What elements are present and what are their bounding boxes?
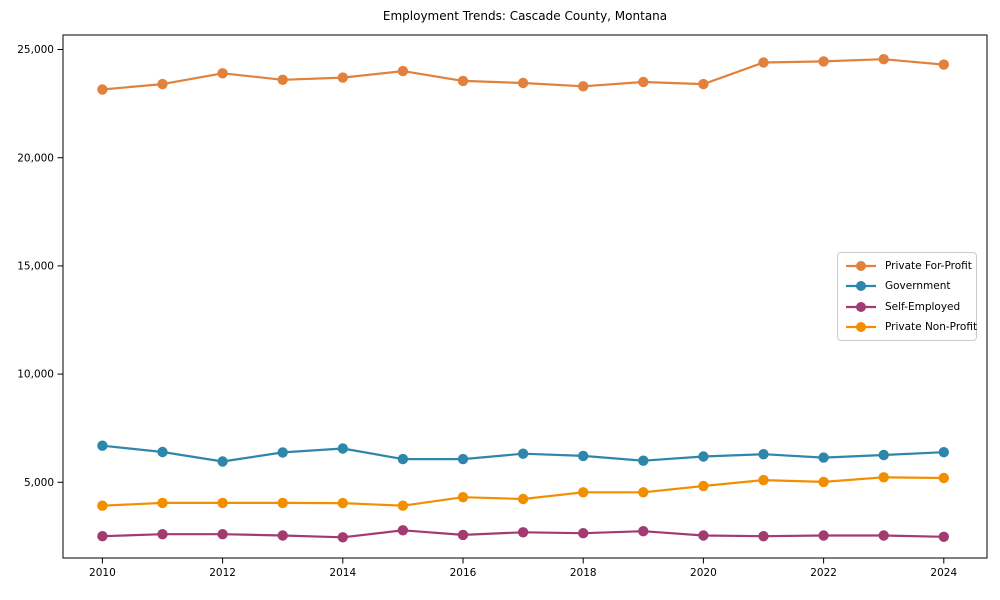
- data-point: [157, 529, 168, 540]
- legend-item: Government: [845, 276, 969, 296]
- data-point: [337, 72, 348, 83]
- data-point: [698, 78, 709, 90]
- data-point: [878, 54, 889, 65]
- plot-border: [62, 34, 988, 559]
- data-point: [157, 446, 168, 458]
- y-tick-label: 20,000: [17, 152, 54, 164]
- x-tick-label: 2014: [329, 567, 356, 579]
- y-tick-label: 15,000: [17, 261, 54, 273]
- data-point: [878, 449, 889, 461]
- data-point: [277, 74, 288, 86]
- data-point: [638, 487, 649, 498]
- data-point: [758, 57, 769, 68]
- data-point: [517, 493, 529, 505]
- data-point: [157, 497, 168, 509]
- data-point: [698, 451, 709, 462]
- data-point: [277, 530, 288, 541]
- data-point: [938, 472, 949, 484]
- legend-item: Private For-Profit: [845, 256, 972, 276]
- legend-swatch-line: [846, 301, 876, 312]
- data-point: [638, 455, 649, 466]
- data-point: [818, 56, 829, 67]
- x-tick-label: 2020: [690, 567, 717, 579]
- data-point: [97, 531, 108, 542]
- data-point: [578, 81, 589, 92]
- y-tick-label: 25,000: [17, 44, 54, 56]
- data-point: [818, 476, 829, 488]
- data-point: [517, 527, 529, 538]
- legend-label: Private For-Profit: [885, 260, 972, 273]
- data-point: [698, 480, 709, 492]
- data-point: [758, 449, 769, 460]
- legend-label: Private Non-Profit: [885, 320, 978, 333]
- x-tick-label: 2010: [89, 567, 116, 579]
- data-point: [217, 497, 228, 509]
- data-point: [938, 447, 949, 458]
- data-point: [217, 529, 228, 540]
- data-point: [97, 84, 108, 95]
- legend-item: Self-Employed: [845, 297, 969, 317]
- data-point: [578, 487, 589, 498]
- x-tick-label: 2024: [930, 567, 957, 579]
- data-point: [337, 532, 348, 543]
- y-tick-label: 10,000: [17, 369, 54, 381]
- data-point: [638, 526, 649, 537]
- legend-label: Self-Employed: [885, 300, 961, 313]
- data-point: [397, 65, 409, 77]
- data-point: [698, 530, 709, 541]
- data-point: [217, 68, 228, 79]
- data-point: [578, 450, 589, 462]
- legend-swatch-line: [846, 261, 876, 272]
- data-point: [578, 528, 589, 539]
- data-point: [397, 525, 409, 536]
- data-point: [938, 531, 949, 542]
- legend-swatch-line: [846, 321, 876, 332]
- data-point: [337, 443, 348, 454]
- legend: Private For-Profit Government Self-Emplo…: [837, 252, 977, 341]
- x-tick-label: 2012: [209, 567, 236, 579]
- legend-label: Government: [885, 280, 951, 293]
- y-tick-label: 5,000: [24, 477, 54, 489]
- data-point: [457, 492, 469, 503]
- chart-title: Employment Trends: Cascade County, Monta…: [382, 9, 668, 23]
- data-point: [157, 78, 168, 90]
- x-tick-label: 2016: [450, 567, 477, 579]
- data-point: [457, 529, 469, 541]
- x-tick-label: 2022: [810, 567, 837, 579]
- data-point: [517, 448, 529, 459]
- data-point: [457, 453, 469, 465]
- x-tick-label: 2018: [570, 567, 597, 579]
- data-point: [457, 75, 469, 87]
- legend-item: Private Non-Profit: [845, 317, 977, 337]
- legend-swatch-line: [846, 281, 876, 292]
- data-point: [818, 530, 829, 541]
- data-point: [277, 497, 288, 509]
- data-point: [938, 59, 949, 70]
- data-point: [758, 474, 769, 486]
- data-point: [758, 531, 769, 542]
- data-point: [97, 500, 108, 511]
- data-point: [878, 530, 889, 541]
- data-point: [397, 453, 409, 465]
- data-point: [818, 452, 829, 463]
- data-point: [517, 77, 529, 89]
- data-point: [97, 440, 108, 451]
- data-point: [878, 472, 889, 483]
- data-point: [277, 447, 288, 458]
- data-point: [217, 456, 228, 467]
- data-point: [337, 497, 348, 509]
- data-point: [397, 500, 409, 511]
- data-point: [638, 76, 649, 88]
